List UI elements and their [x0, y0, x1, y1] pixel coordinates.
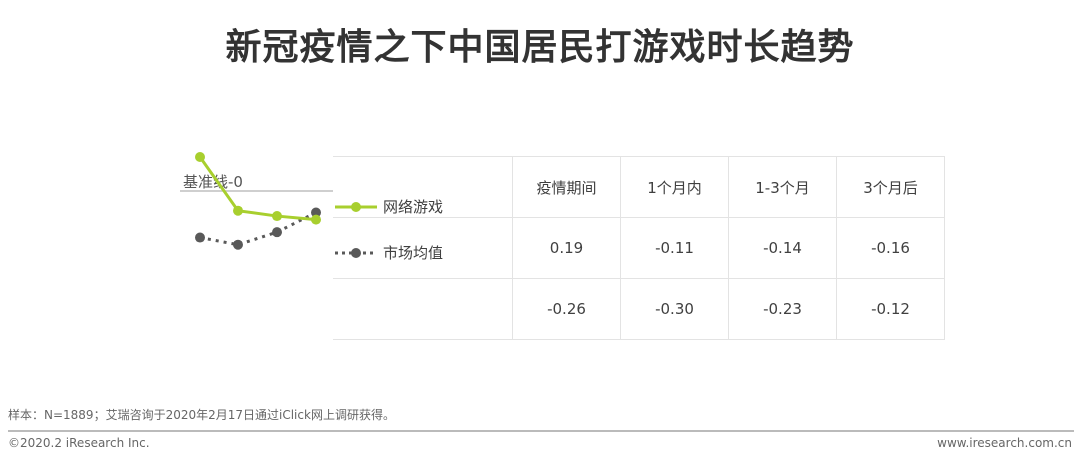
- data-point: [272, 227, 282, 238]
- baseline-label: 基准线-0: [183, 173, 243, 191]
- legend-solid-line-icon: [335, 201, 377, 212]
- value-cell: -0.11: [620, 217, 729, 279]
- legend-cell: [333, 217, 513, 279]
- legend-label: 网络游戏: [383, 198, 444, 216]
- legend-cell: [333, 278, 513, 340]
- data-point: [195, 232, 205, 243]
- series-line: [198, 156, 317, 222]
- value-cell: -0.16: [836, 217, 945, 279]
- value-cell: -0.14: [728, 217, 837, 279]
- table-row: 0.19 -0.11 -0.14 -0.16: [333, 217, 945, 279]
- header-cell: 1个月内: [620, 156, 729, 218]
- header-cell: 3个月后: [836, 156, 945, 218]
- header-cell: 疫情期间: [512, 156, 621, 218]
- copyright: ©2020.2 iResearch Inc.: [8, 436, 150, 450]
- source-note: 样本：N=1889；艾瑞咨询于2020年2月17日通过iClick网上调研获得。: [8, 408, 395, 422]
- footer-divider: [8, 430, 1074, 432]
- legend-item-online-games: 网络游戏: [333, 196, 443, 217]
- legend-label: 市场均值: [383, 244, 444, 262]
- value-cell: -0.30: [620, 278, 729, 340]
- legend-dotted-line-icon: [335, 247, 377, 258]
- value-cell: -0.23: [728, 278, 837, 340]
- header-cell: 1-3个月: [728, 156, 837, 218]
- website-url: www.iresearch.com.cn: [937, 436, 1072, 450]
- value-cell: 0.19: [512, 217, 621, 279]
- data-point: [311, 207, 321, 218]
- table-row: -0.26 -0.30 -0.23 -0.12: [333, 278, 945, 340]
- data-point: [311, 214, 321, 225]
- data-point: [195, 151, 205, 162]
- data-point: [233, 205, 243, 216]
- value-cell: -0.12: [836, 278, 945, 340]
- data-point: [233, 239, 243, 250]
- data-point: [272, 211, 282, 222]
- value-cell: -0.26: [512, 278, 621, 340]
- legend-item-market-average: 市场均值: [333, 242, 443, 263]
- page-title: 新冠疫情之下中国居民打游戏时长趋势: [225, 27, 855, 68]
